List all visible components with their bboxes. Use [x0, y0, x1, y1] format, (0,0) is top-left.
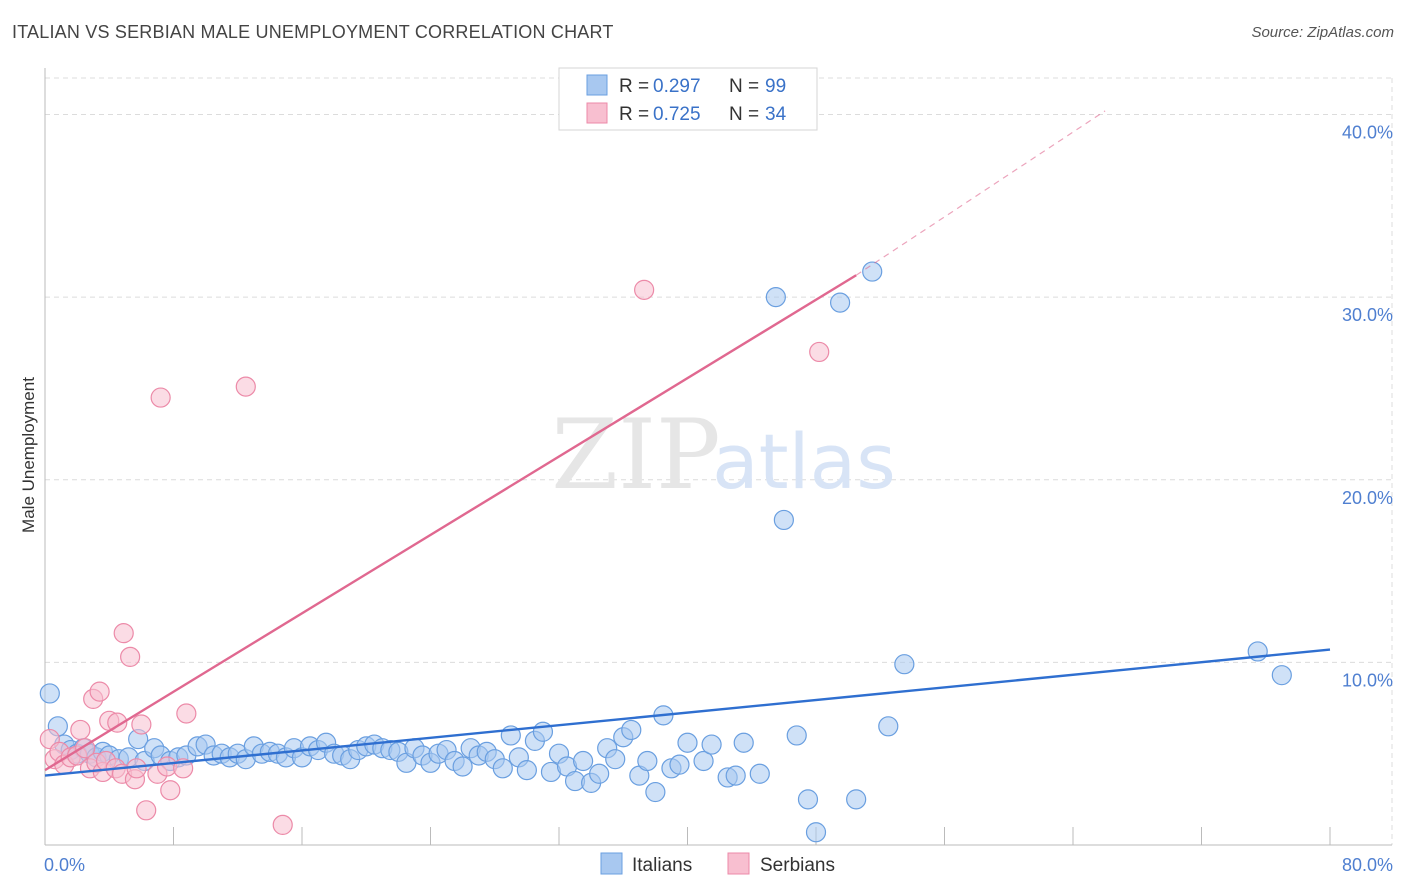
watermark-zip: ZIP [551, 399, 720, 511]
legend-r-label-italians: R = [619, 76, 649, 97]
italians-point-82 [701, 734, 722, 755]
italians-point-67 [572, 750, 594, 772]
bottom-legend-swatch-italians [600, 852, 623, 875]
serbians-point-6 [70, 719, 91, 741]
y-tick-label-0: 10.0% [1342, 670, 1393, 690]
italians-point-69 [589, 763, 610, 784]
legend-n-label-serbians: N = [729, 104, 759, 125]
italians-point-91 [829, 292, 851, 313]
legend-n-label-italians: N = [729, 76, 759, 97]
italians-point-57 [492, 758, 513, 779]
italians-point-76 [645, 781, 666, 803]
italians-point-93 [862, 261, 883, 282]
watermark: ZIP atlas [551, 399, 895, 511]
trend-lines [44, 110, 1331, 777]
italians-point-81 [693, 750, 714, 772]
serbians-point-27 [160, 780, 181, 801]
x-tick-label-0: 0.0% [44, 855, 85, 875]
italians-point-98 [805, 822, 827, 843]
serbians-point-26 [150, 387, 171, 408]
legend-swatch-serbians [586, 102, 608, 124]
serbians-point-29 [176, 703, 197, 724]
serbians-point-32 [634, 279, 655, 300]
italians-point-88 [773, 509, 794, 531]
italians-point-52 [452, 756, 473, 777]
serbians-trend-extension [855, 110, 1106, 276]
tick-labels: 10.0% 20.0% 30.0% 40.0% 0.0% 80.0% [44, 123, 1393, 875]
x-tick-label-1: 80.0% [1342, 855, 1393, 875]
legend-swatch-italians [586, 74, 608, 96]
italians-point-89 [786, 725, 807, 746]
italians-point-86 [749, 763, 770, 784]
italians-point-71 [605, 749, 626, 770]
serbians-point-30 [235, 376, 256, 397]
y-tick-label-2: 30.0% [1342, 305, 1393, 325]
serbians-point-11 [89, 681, 110, 702]
y-tick-label-1: 20.0% [1342, 488, 1393, 508]
grid-lines [45, 77, 1393, 845]
serbians-point-18 [113, 623, 134, 644]
italians-point-84 [725, 765, 746, 786]
watermark-atlas: atlas [712, 417, 896, 506]
italians-point-97 [1271, 665, 1292, 686]
correlation-legend: R = 0.297 N = 99 R = 0.725 N = 34 [558, 67, 818, 131]
series-legend: Italians Serbians [600, 852, 835, 876]
y-axis-label: Male Unemployment [19, 377, 38, 533]
legend-n-value-serbians: 34 [765, 104, 787, 125]
italians-point-87 [765, 287, 786, 308]
legend-r-value-serbians: 0.725 [653, 104, 701, 125]
italians-point-73 [621, 719, 642, 741]
serbians-point-33 [809, 341, 830, 363]
serbians-point-22 [131, 714, 152, 735]
italians-points [39, 261, 1292, 843]
italians-point-94 [878, 716, 899, 737]
italians-point-0 [39, 683, 60, 704]
serbians-point-19 [120, 646, 141, 668]
italians-point-60 [516, 760, 537, 781]
bottom-legend-swatch-serbians [727, 852, 750, 875]
y-tick-label-3: 40.0% [1342, 123, 1393, 143]
legend-r-value-italians: 0.297 [653, 76, 701, 97]
italians-point-75 [637, 750, 658, 772]
bottom-legend-italians: Italians [632, 855, 692, 876]
serbians-point-17 [107, 712, 128, 733]
source-label: Source: ZipAtlas.com [1251, 24, 1394, 41]
serbians-point-31 [272, 814, 293, 836]
serbians-point-23 [136, 800, 157, 821]
legend-n-value-italians: 99 [765, 76, 786, 97]
italians-point-80 [677, 732, 698, 753]
serbians-trend-line [44, 274, 857, 772]
chart-title: ITALIAN VS SERBIAN MALE UNEMPLOYMENT COR… [12, 22, 614, 42]
italians-point-92 [846, 789, 867, 810]
bottom-legend-serbians: Serbians [760, 855, 835, 876]
italians-point-95 [894, 654, 915, 675]
italians-point-85 [733, 732, 754, 753]
italians-trend-line [44, 648, 1331, 777]
italians-point-79 [669, 754, 690, 775]
italians-point-90 [797, 789, 819, 810]
legend-r-label-serbians: R = [619, 104, 649, 125]
